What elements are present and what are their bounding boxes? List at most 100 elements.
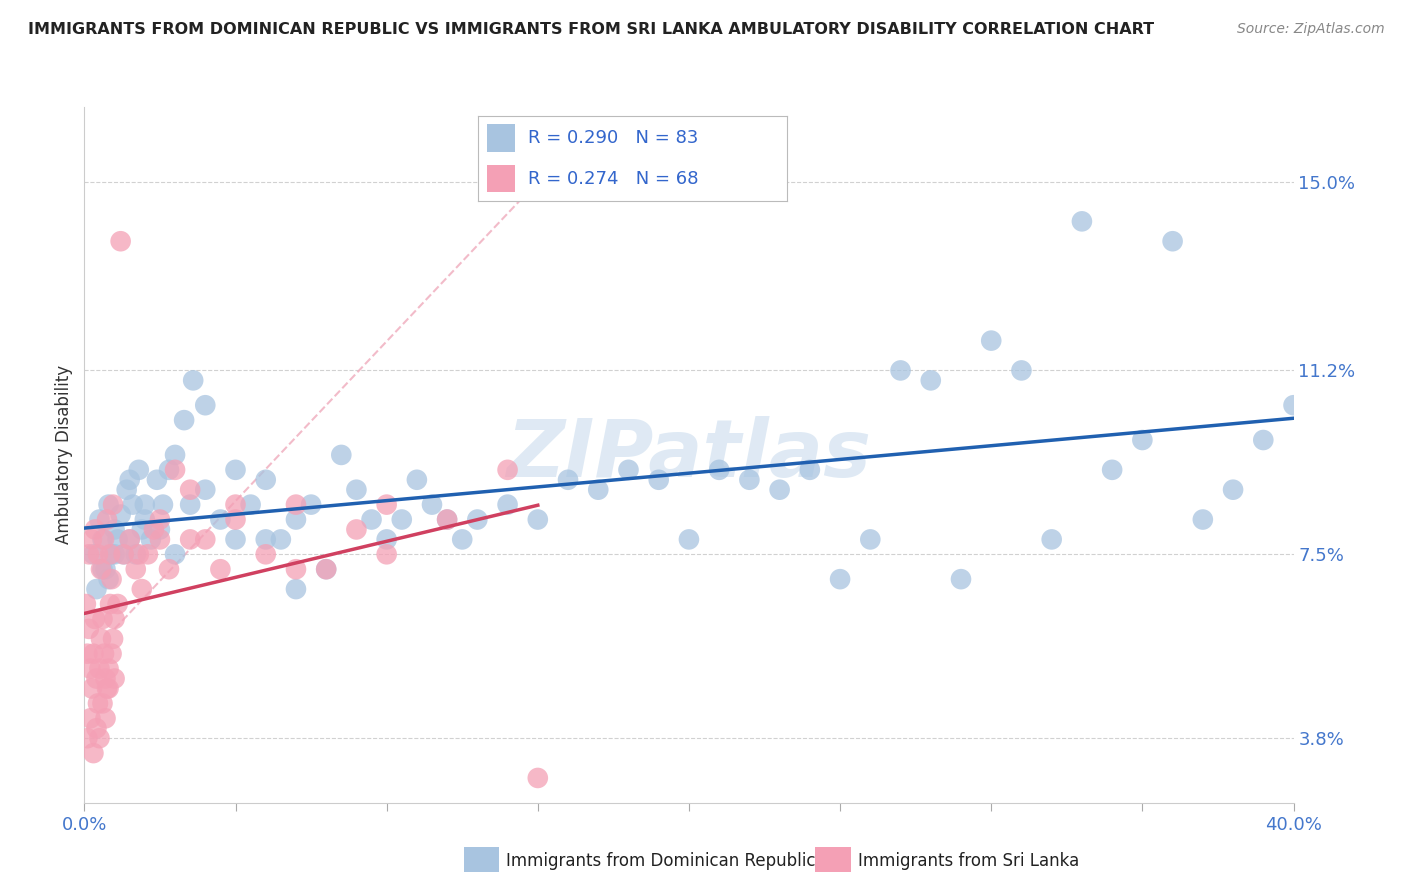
Point (86, 721, 108, 735)
Text: R = 0.274   N = 68: R = 0.274 N = 68 (527, 169, 697, 187)
Point (375, 547, 398, 561)
Point (91, 697, 114, 711)
Point (101, 632, 124, 646)
Point (82, 647, 104, 661)
Point (93, 533, 115, 547)
Point (79, 711, 101, 725)
Point (89, 731, 111, 746)
Point (173, 413, 195, 427)
Point (157, 463, 180, 477)
Point (194, 483, 217, 497)
Point (375, 533, 398, 547)
Point (134, 512, 156, 526)
Point (104, 523, 127, 537)
Point (181, 373, 204, 387)
Point (115, 483, 138, 497)
Point (1071, 214, 1094, 228)
Point (89, 512, 111, 526)
Point (285, 582, 308, 596)
Point (139, 533, 162, 547)
Point (87, 547, 110, 561)
Point (165, 448, 187, 462)
Point (225, 463, 247, 477)
Point (149, 523, 172, 537)
Point (375, 498, 398, 512)
Point (157, 562, 180, 576)
Point (96, 681, 118, 696)
Point (436, 512, 458, 526)
Point (709, 463, 731, 477)
Point (97, 572, 120, 586)
Text: ZIPatlas: ZIPatlas (506, 416, 872, 494)
Point (97, 498, 120, 512)
Point (136, 547, 159, 561)
Point (1132, 433, 1154, 447)
Point (80, 681, 103, 696)
Point (89, 662, 111, 676)
Point (194, 398, 217, 412)
Point (76, 647, 98, 661)
Point (91, 533, 114, 547)
Point (86, 582, 108, 596)
Point (110, 234, 132, 248)
Point (98, 597, 121, 611)
Point (80, 533, 103, 547)
Point (152, 498, 174, 512)
Point (1192, 512, 1215, 526)
Point (330, 448, 353, 462)
Point (76, 731, 98, 746)
Bar (488, 124, 515, 152)
Point (299, 498, 322, 512)
Point (87, 697, 110, 711)
Text: Immigrants from Dominican Republic: Immigrants from Dominican Republic (506, 852, 815, 870)
Point (134, 498, 156, 512)
Point (179, 483, 201, 497)
Point (1040, 533, 1063, 547)
Point (648, 473, 671, 487)
Point (225, 533, 247, 547)
Point (118, 533, 141, 547)
Point (225, 498, 247, 512)
Point (225, 512, 247, 526)
Point (950, 572, 973, 586)
Point (93, 647, 115, 661)
Y-axis label: Ambulatory Disability: Ambulatory Disability (55, 366, 73, 544)
Point (980, 334, 1002, 348)
Point (142, 523, 165, 537)
Point (179, 498, 201, 512)
Point (1253, 433, 1275, 447)
Point (112, 547, 135, 561)
Point (285, 512, 308, 526)
Point (179, 533, 201, 547)
Point (101, 498, 124, 512)
Point (90, 562, 112, 576)
Point (104, 672, 127, 686)
Point (165, 547, 187, 561)
Point (859, 533, 882, 547)
Point (391, 512, 413, 526)
Point (678, 533, 700, 547)
Text: R = 0.290   N = 83: R = 0.290 N = 83 (527, 129, 697, 147)
Point (84, 523, 107, 537)
Point (104, 612, 127, 626)
Point (94, 562, 117, 576)
Point (1222, 483, 1244, 497)
Point (194, 533, 217, 547)
Bar (488, 165, 515, 192)
Point (769, 483, 792, 497)
Point (285, 562, 308, 576)
Point (406, 473, 429, 487)
Point (118, 473, 141, 487)
Point (77, 622, 100, 636)
Point (146, 473, 169, 487)
Point (131, 523, 153, 537)
Point (209, 562, 232, 576)
Point (77, 547, 100, 561)
Point (84, 612, 107, 626)
Point (100, 572, 122, 586)
Point (149, 533, 172, 547)
Point (118, 533, 141, 547)
Point (346, 483, 368, 497)
Point (315, 562, 337, 576)
Point (79, 662, 101, 676)
